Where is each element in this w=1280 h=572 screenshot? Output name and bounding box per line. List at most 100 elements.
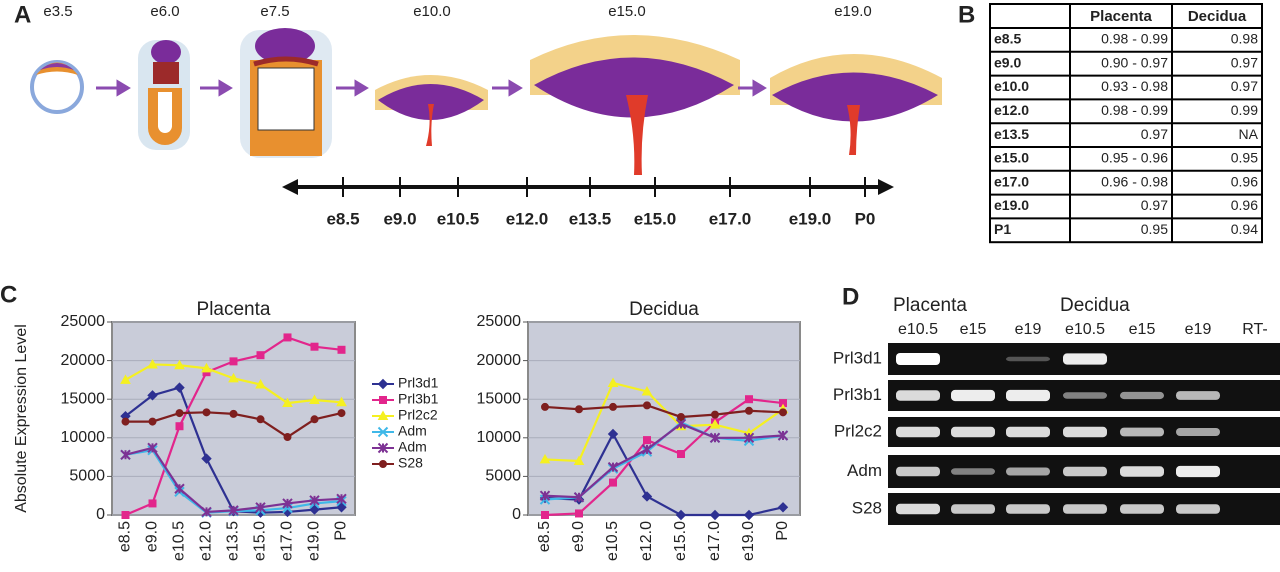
marker xyxy=(175,409,184,418)
table-header: Placenta xyxy=(1090,8,1152,25)
legend-marker xyxy=(377,410,389,420)
x-tick-label: e15.0 xyxy=(672,521,689,561)
marker xyxy=(607,377,619,387)
timeline-label: e17.0 xyxy=(709,209,752,228)
y-tick-label: 15000 xyxy=(477,390,522,407)
table-cell: 0.93 - 0.98 xyxy=(1101,78,1168,94)
marker xyxy=(174,359,185,370)
marker xyxy=(282,498,293,509)
stage-label: e10.0 xyxy=(413,3,451,20)
table-cell: 0.97 xyxy=(1141,126,1168,142)
marker xyxy=(309,495,320,506)
table-row-label: e19.0 xyxy=(994,197,1029,213)
table-cell: 0.96 xyxy=(1231,173,1258,189)
legend-label: Prl3b1 xyxy=(398,391,439,407)
gel-lane-label: e10.5 xyxy=(898,321,938,338)
x-tick-label: e8.5 xyxy=(536,521,553,552)
marker xyxy=(541,402,549,411)
marker xyxy=(745,406,753,415)
gel-lane-label: e19 xyxy=(1015,321,1042,338)
y-tick-label: 25000 xyxy=(61,313,106,330)
table-row-label: e8.5 xyxy=(994,31,1021,47)
timeline-label: e8.5 xyxy=(326,209,359,228)
marker xyxy=(336,396,347,407)
table-cell: 0.95 - 0.96 xyxy=(1101,150,1168,166)
marker xyxy=(743,509,755,521)
marker xyxy=(779,408,787,417)
table-cell: 0.96 xyxy=(1231,197,1258,213)
marker xyxy=(228,505,239,516)
marker xyxy=(309,504,320,515)
y-tick-label: 25000 xyxy=(477,313,522,330)
legend-marker xyxy=(379,396,387,404)
marker xyxy=(147,390,158,401)
gel-row-label: Prl3b1 xyxy=(833,385,882,404)
gel-row-label: Prl2c2 xyxy=(834,421,882,440)
marker xyxy=(573,455,585,465)
gel-band xyxy=(1120,466,1164,477)
marker xyxy=(641,491,653,502)
timeline-label: e12.0 xyxy=(506,209,549,228)
x-tick-label: e17.0 xyxy=(279,521,296,561)
embryo-illustrations xyxy=(30,28,942,195)
table-cell: 0.98 - 0.99 xyxy=(1101,102,1168,118)
table-cell: 0.96 - 0.98 xyxy=(1101,173,1168,189)
marker xyxy=(541,511,549,519)
marker xyxy=(310,342,319,351)
marker xyxy=(609,478,617,487)
y-tick-label: 0 xyxy=(96,506,105,523)
gel-band xyxy=(1176,391,1220,400)
y-tick-label: 15000 xyxy=(61,390,106,407)
marker xyxy=(336,502,347,513)
gel-lane-label: e15 xyxy=(960,321,987,338)
gel-lane-label: e10.5 xyxy=(1065,321,1105,338)
gel-row-label: S28 xyxy=(852,498,882,517)
timeline-label: e13.5 xyxy=(569,209,612,228)
y-tick-label: 5000 xyxy=(69,468,105,485)
gel-band xyxy=(1120,504,1164,514)
x-tick-label: e10.5 xyxy=(171,521,188,561)
gel-group-label: Decidua xyxy=(1060,295,1130,316)
table-row-label: e17.0 xyxy=(994,173,1029,189)
marker xyxy=(539,453,551,464)
table-cell: NA xyxy=(1239,126,1259,142)
marker xyxy=(607,461,619,473)
x-tick-label: e19.0 xyxy=(740,521,757,561)
panel-label: C xyxy=(0,281,17,308)
marker xyxy=(677,450,685,459)
legend-marker xyxy=(377,378,389,390)
gel-band xyxy=(896,466,940,477)
marker xyxy=(283,433,292,442)
marker xyxy=(777,502,789,513)
marker xyxy=(201,453,212,464)
gel-band xyxy=(1063,426,1107,438)
gel-lane-label: RT- xyxy=(1242,321,1267,338)
gel-band xyxy=(896,426,940,438)
table-cell: 0.90 - 0.97 xyxy=(1101,54,1168,70)
gel-lane-label: e19 xyxy=(1185,321,1212,338)
y-tick-label: 10000 xyxy=(477,429,522,446)
table-cell: 0.97 xyxy=(1231,78,1258,94)
marker xyxy=(229,357,238,366)
marker xyxy=(709,432,721,444)
marker xyxy=(641,385,653,396)
gel-band xyxy=(1120,391,1164,400)
chart-title: Placenta xyxy=(197,299,271,320)
y-tick-label: 20000 xyxy=(477,352,522,369)
marker xyxy=(643,436,651,445)
table-row-label: P1 xyxy=(994,221,1011,237)
gel-band xyxy=(896,390,940,401)
series-line xyxy=(544,422,784,499)
gel-band xyxy=(1063,353,1107,365)
gel-band xyxy=(1063,392,1107,399)
marker xyxy=(175,422,184,431)
marker xyxy=(677,412,685,421)
marker xyxy=(573,492,585,503)
y-tick-label: 20000 xyxy=(61,352,106,369)
table-cell: 0.95 xyxy=(1231,150,1258,166)
gel-band xyxy=(896,353,940,365)
gel-band xyxy=(951,468,995,475)
plot-area xyxy=(527,321,801,516)
x-tick-label: e19.0 xyxy=(306,521,323,561)
panel-label: A xyxy=(14,1,31,28)
